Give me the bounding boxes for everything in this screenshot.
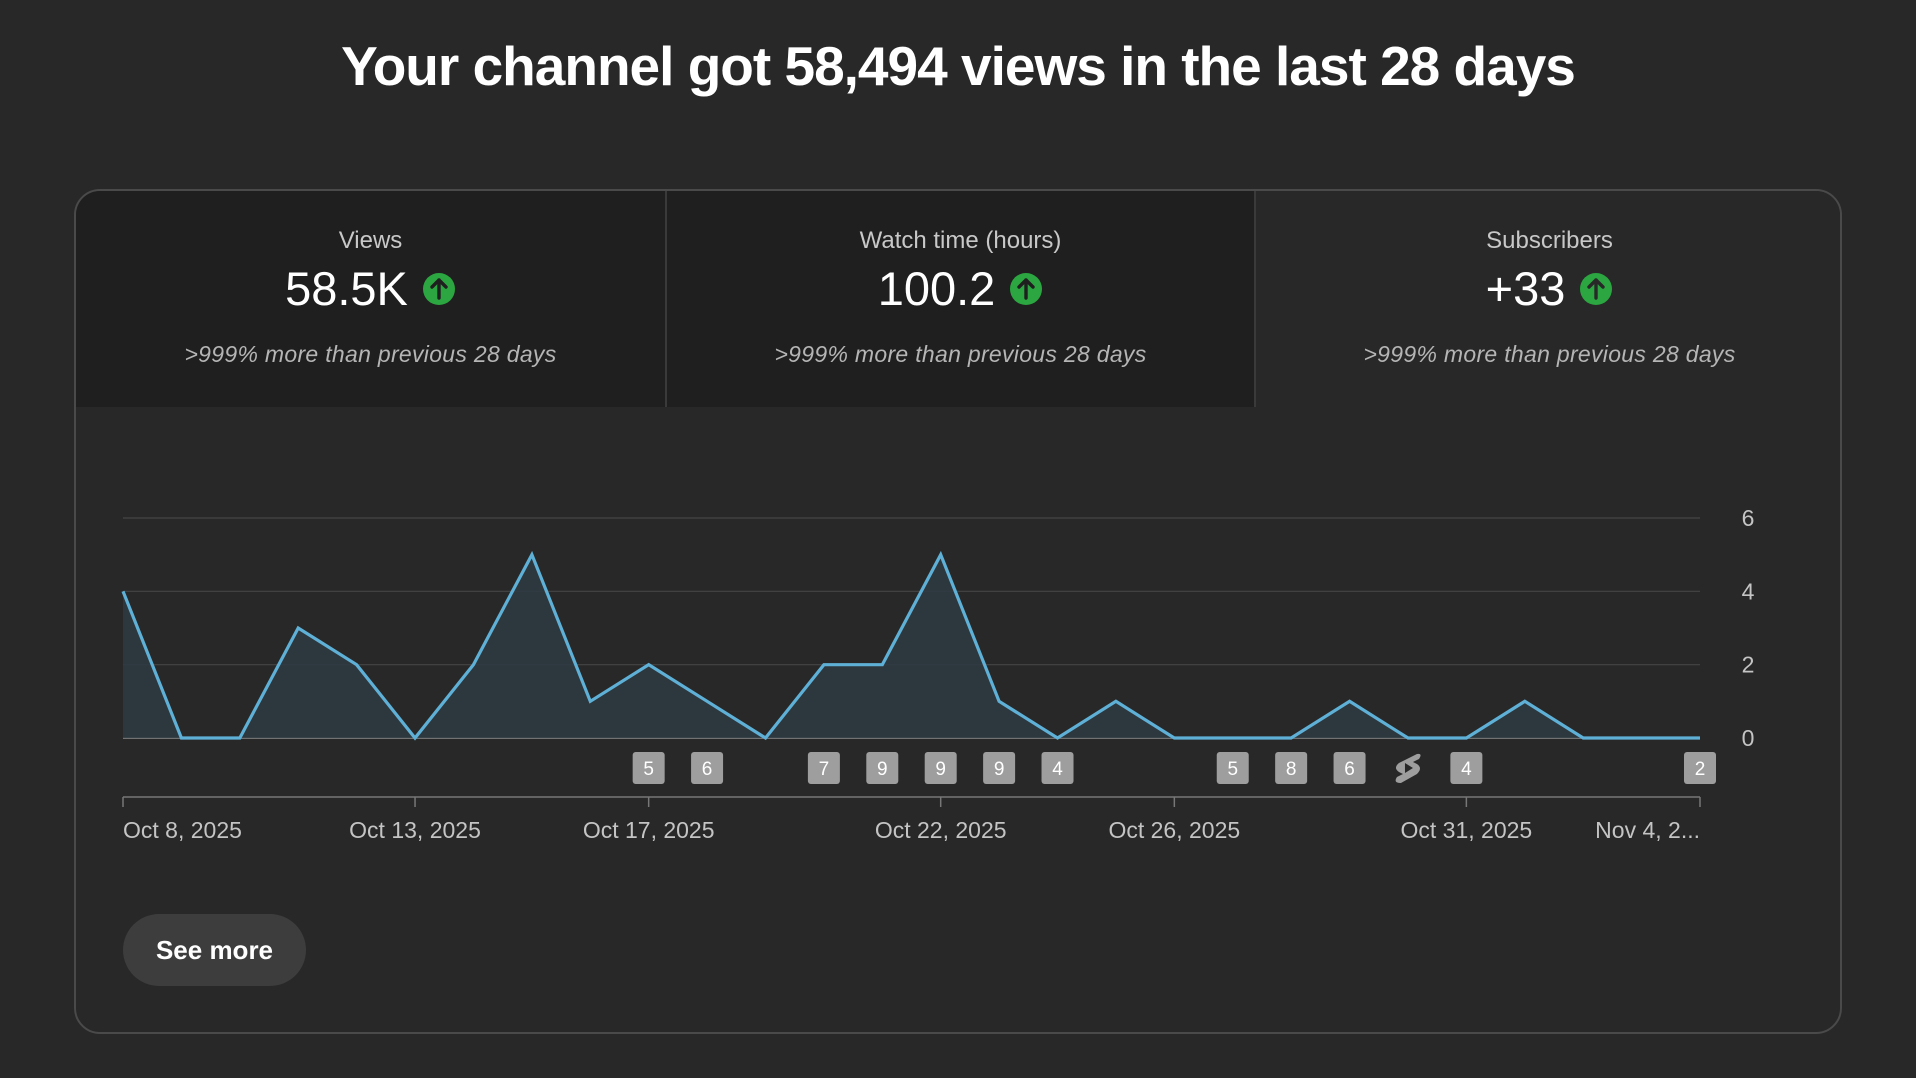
tab-label: Watch time (hours) — [859, 227, 1062, 254]
marker-box — [1684, 752, 1716, 784]
arrow-up-circle-icon — [422, 272, 455, 305]
marker-box — [1450, 752, 1483, 784]
data-point[interactable] — [1223, 728, 1243, 748]
data-point[interactable] — [1515, 691, 1535, 711]
tab-value: +33 — [1485, 262, 1566, 315]
tab-watch-time[interactable]: Watch time (hours) 100.2 >999% more than… — [665, 191, 1254, 407]
data-point[interactable] — [1398, 728, 1418, 748]
marker-label: 6 — [702, 759, 713, 780]
data-point[interactable] — [288, 618, 308, 638]
marker-box — [1041, 752, 1074, 784]
marker-label: 4 — [1052, 759, 1063, 780]
arrow-up-circle-icon — [1580, 272, 1613, 305]
data-point[interactable] — [405, 728, 425, 748]
data-point[interactable] — [1164, 728, 1184, 748]
marker-label: 9 — [935, 759, 946, 780]
marker-box — [1275, 752, 1308, 784]
data-point[interactable] — [580, 691, 600, 711]
data-point[interactable] — [1106, 691, 1126, 711]
video-marker[interactable]: 9 — [924, 752, 957, 784]
tab-label: Subscribers — [1486, 227, 1613, 254]
marker-box — [807, 752, 840, 784]
data-point[interactable] — [872, 655, 892, 675]
page-headline: Your channel got 58,494 views in the las… — [341, 35, 1576, 97]
data-point[interactable] — [1573, 728, 1593, 748]
video-marker[interactable]: 5 — [632, 752, 665, 784]
marker-box — [691, 752, 724, 784]
video-marker[interactable]: 9 — [983, 752, 1016, 784]
video-marker[interactable]: 5 — [1216, 752, 1249, 784]
tab-views[interactable]: Views 58.5K >999% more than previous 28 … — [76, 191, 665, 407]
data-point[interactable] — [1340, 691, 1360, 711]
marker-label: 6 — [1344, 759, 1355, 780]
data-point[interactable] — [814, 655, 834, 675]
data-point[interactable] — [1456, 728, 1476, 748]
marker-label: 5 — [1227, 759, 1238, 780]
data-point[interactable] — [1048, 728, 1068, 748]
video-marker[interactable]: 4 — [1041, 752, 1074, 784]
data-point[interactable] — [1632, 728, 1652, 748]
data-point[interactable] — [347, 655, 367, 675]
marker-label: 9 — [994, 759, 1005, 780]
arrow-up-circle-icon — [1010, 272, 1043, 305]
data-point[interactable] — [171, 728, 191, 748]
video-marker[interactable]: 4 — [1450, 752, 1483, 784]
tab-value: 58.5K — [285, 262, 408, 315]
marker-box — [1216, 752, 1249, 784]
marker-box — [983, 752, 1016, 784]
play-icon — [1404, 763, 1413, 773]
marker-label: 8 — [1286, 759, 1297, 780]
tab-label: Views — [338, 227, 403, 254]
video-marker[interactable]: 6 — [1333, 752, 1366, 784]
data-point[interactable] — [113, 581, 133, 601]
marker-box — [1333, 752, 1366, 784]
tab-value: 100.2 — [877, 262, 996, 315]
see-more-button[interactable]: See more — [123, 914, 306, 986]
data-point[interactable] — [463, 655, 483, 675]
tab-delta: >999% more than previous 28 days — [1363, 341, 1736, 367]
video-marker[interactable]: 7 — [807, 752, 840, 784]
marker-label: 5 — [643, 759, 654, 780]
marker-box — [632, 752, 665, 784]
data-point[interactable] — [639, 655, 659, 675]
data-point[interactable] — [931, 545, 951, 565]
data-point[interactable] — [1690, 728, 1710, 748]
data-point[interactable] — [230, 728, 250, 748]
marker-label: 7 — [819, 759, 830, 780]
data-point[interactable] — [697, 691, 717, 711]
video-marker[interactable]: 9 — [866, 752, 899, 784]
tab-subscribers[interactable]: Subscribers +33 >999% more than previous… — [1254, 191, 1840, 407]
analytics-card: Views 58.5K >999% more than previous 28 … — [74, 189, 1842, 1034]
marker-label: 9 — [877, 759, 888, 780]
tab-delta: >999% more than previous 28 days — [184, 341, 557, 367]
data-point[interactable] — [989, 691, 1009, 711]
marker-box — [924, 752, 957, 784]
video-marker[interactable]: 8 — [1275, 752, 1308, 784]
video-marker[interactable]: 2 — [1684, 752, 1716, 784]
data-point[interactable] — [522, 545, 542, 565]
marker-label: 4 — [1461, 759, 1472, 780]
tab-delta: >999% more than previous 28 days — [774, 341, 1147, 367]
video-marker[interactable]: 6 — [691, 752, 724, 784]
shorts-marker[interactable] — [1395, 753, 1421, 783]
metric-tabs: Views 58.5K >999% more than previous 28 … — [76, 191, 1840, 407]
data-point[interactable] — [755, 728, 775, 748]
marker-label: 2 — [1695, 759, 1706, 780]
data-point[interactable] — [1281, 728, 1301, 748]
marker-box — [866, 752, 899, 784]
